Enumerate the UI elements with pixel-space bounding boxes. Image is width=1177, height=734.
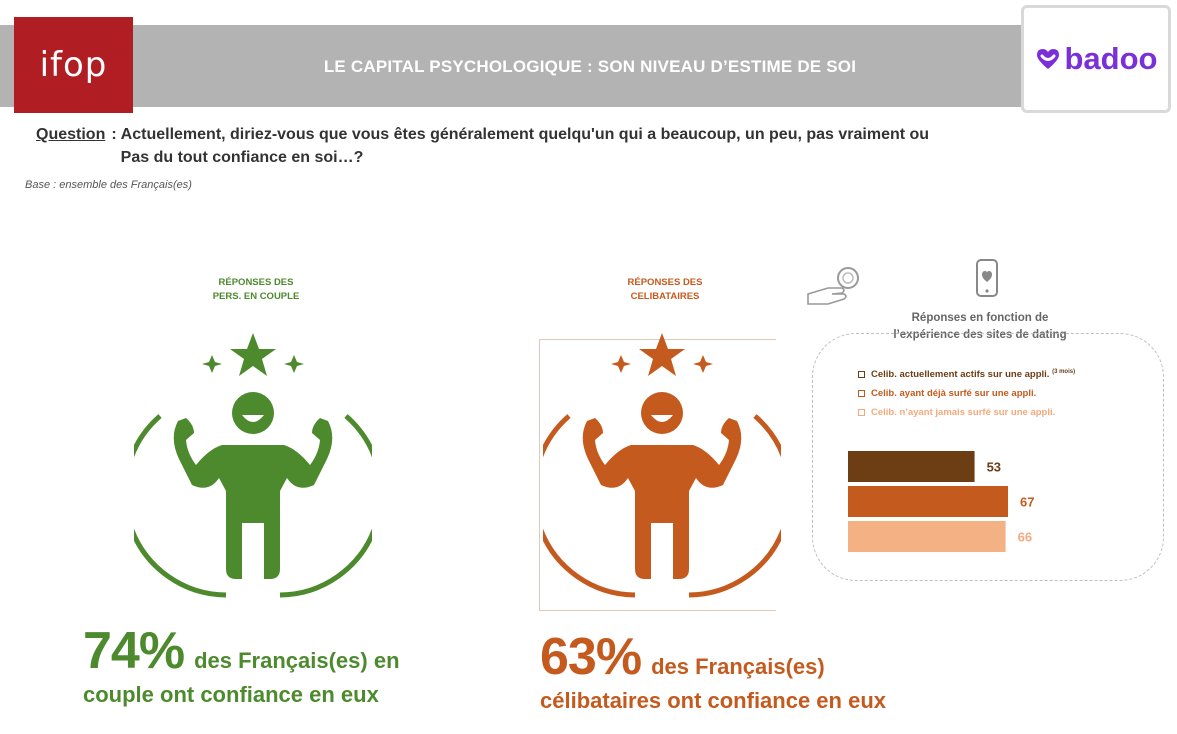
dating-panel: [812, 333, 1164, 581]
question-label: Question: [36, 126, 106, 143]
legend-item-jamais: Celib. n’ayant jamais surfé sur une appl…: [858, 403, 1075, 422]
celib-figure-frame: [539, 339, 776, 611]
couple-stat-text-2: couple ont confiance en eux: [83, 682, 379, 707]
couple-stat: 74% des Français(es) en couple ont confia…: [83, 622, 503, 708]
celib-stat-text: des Français(es): [651, 654, 825, 679]
legend-item-deja: Celib. ayant déjà surfé sur une appli.: [858, 384, 1075, 403]
celib-strong-person-icon: [543, 333, 781, 598]
chart-legend: Celib. actuellement actifs sur une appli…: [858, 363, 1075, 422]
couple-heading: RÉPONSES DES PERS. EN COUPLE: [212, 277, 300, 302]
badoo-heart-icon: [1036, 49, 1059, 69]
phone-heart-icon: [976, 259, 998, 297]
couple-strong-person-icon: [134, 333, 372, 598]
question-text: Actuellement, diriez-vous que vous êtes …: [120, 126, 930, 166]
celib-stat-text-2: célibataires ont confiance en eux: [540, 688, 887, 713]
base-note: Base : ensemble des Français(es): [25, 179, 192, 191]
question-separator: :: [111, 126, 117, 143]
badoo-logo: badoo: [1021, 5, 1171, 113]
celib-percent: 63%: [540, 628, 642, 686]
celib-heading: RÉPONSES DES CELIBATAIRES: [627, 277, 703, 302]
header-band: [0, 25, 1030, 107]
couple-percent: 74%: [83, 622, 185, 680]
legend-item-actifs: Celib. actuellement actifs sur une appli…: [858, 363, 1075, 384]
dating-title: Réponses en fonction de l’expérience des…: [893, 312, 1067, 341]
couple-stat-text: des Français(es) en: [194, 648, 400, 673]
celib-stat: 63% des Français(es) célibataires ont con…: [540, 628, 1000, 714]
hand-search-icon: [807, 267, 859, 305]
question: Question: Actuellement, diriez-vous que v…: [36, 123, 996, 169]
ifop-logo: ifop: [14, 17, 133, 113]
page-title: LE CAPITAL PSYCHOLOGIQUE : SON NIVEAU D’…: [323, 57, 857, 76]
